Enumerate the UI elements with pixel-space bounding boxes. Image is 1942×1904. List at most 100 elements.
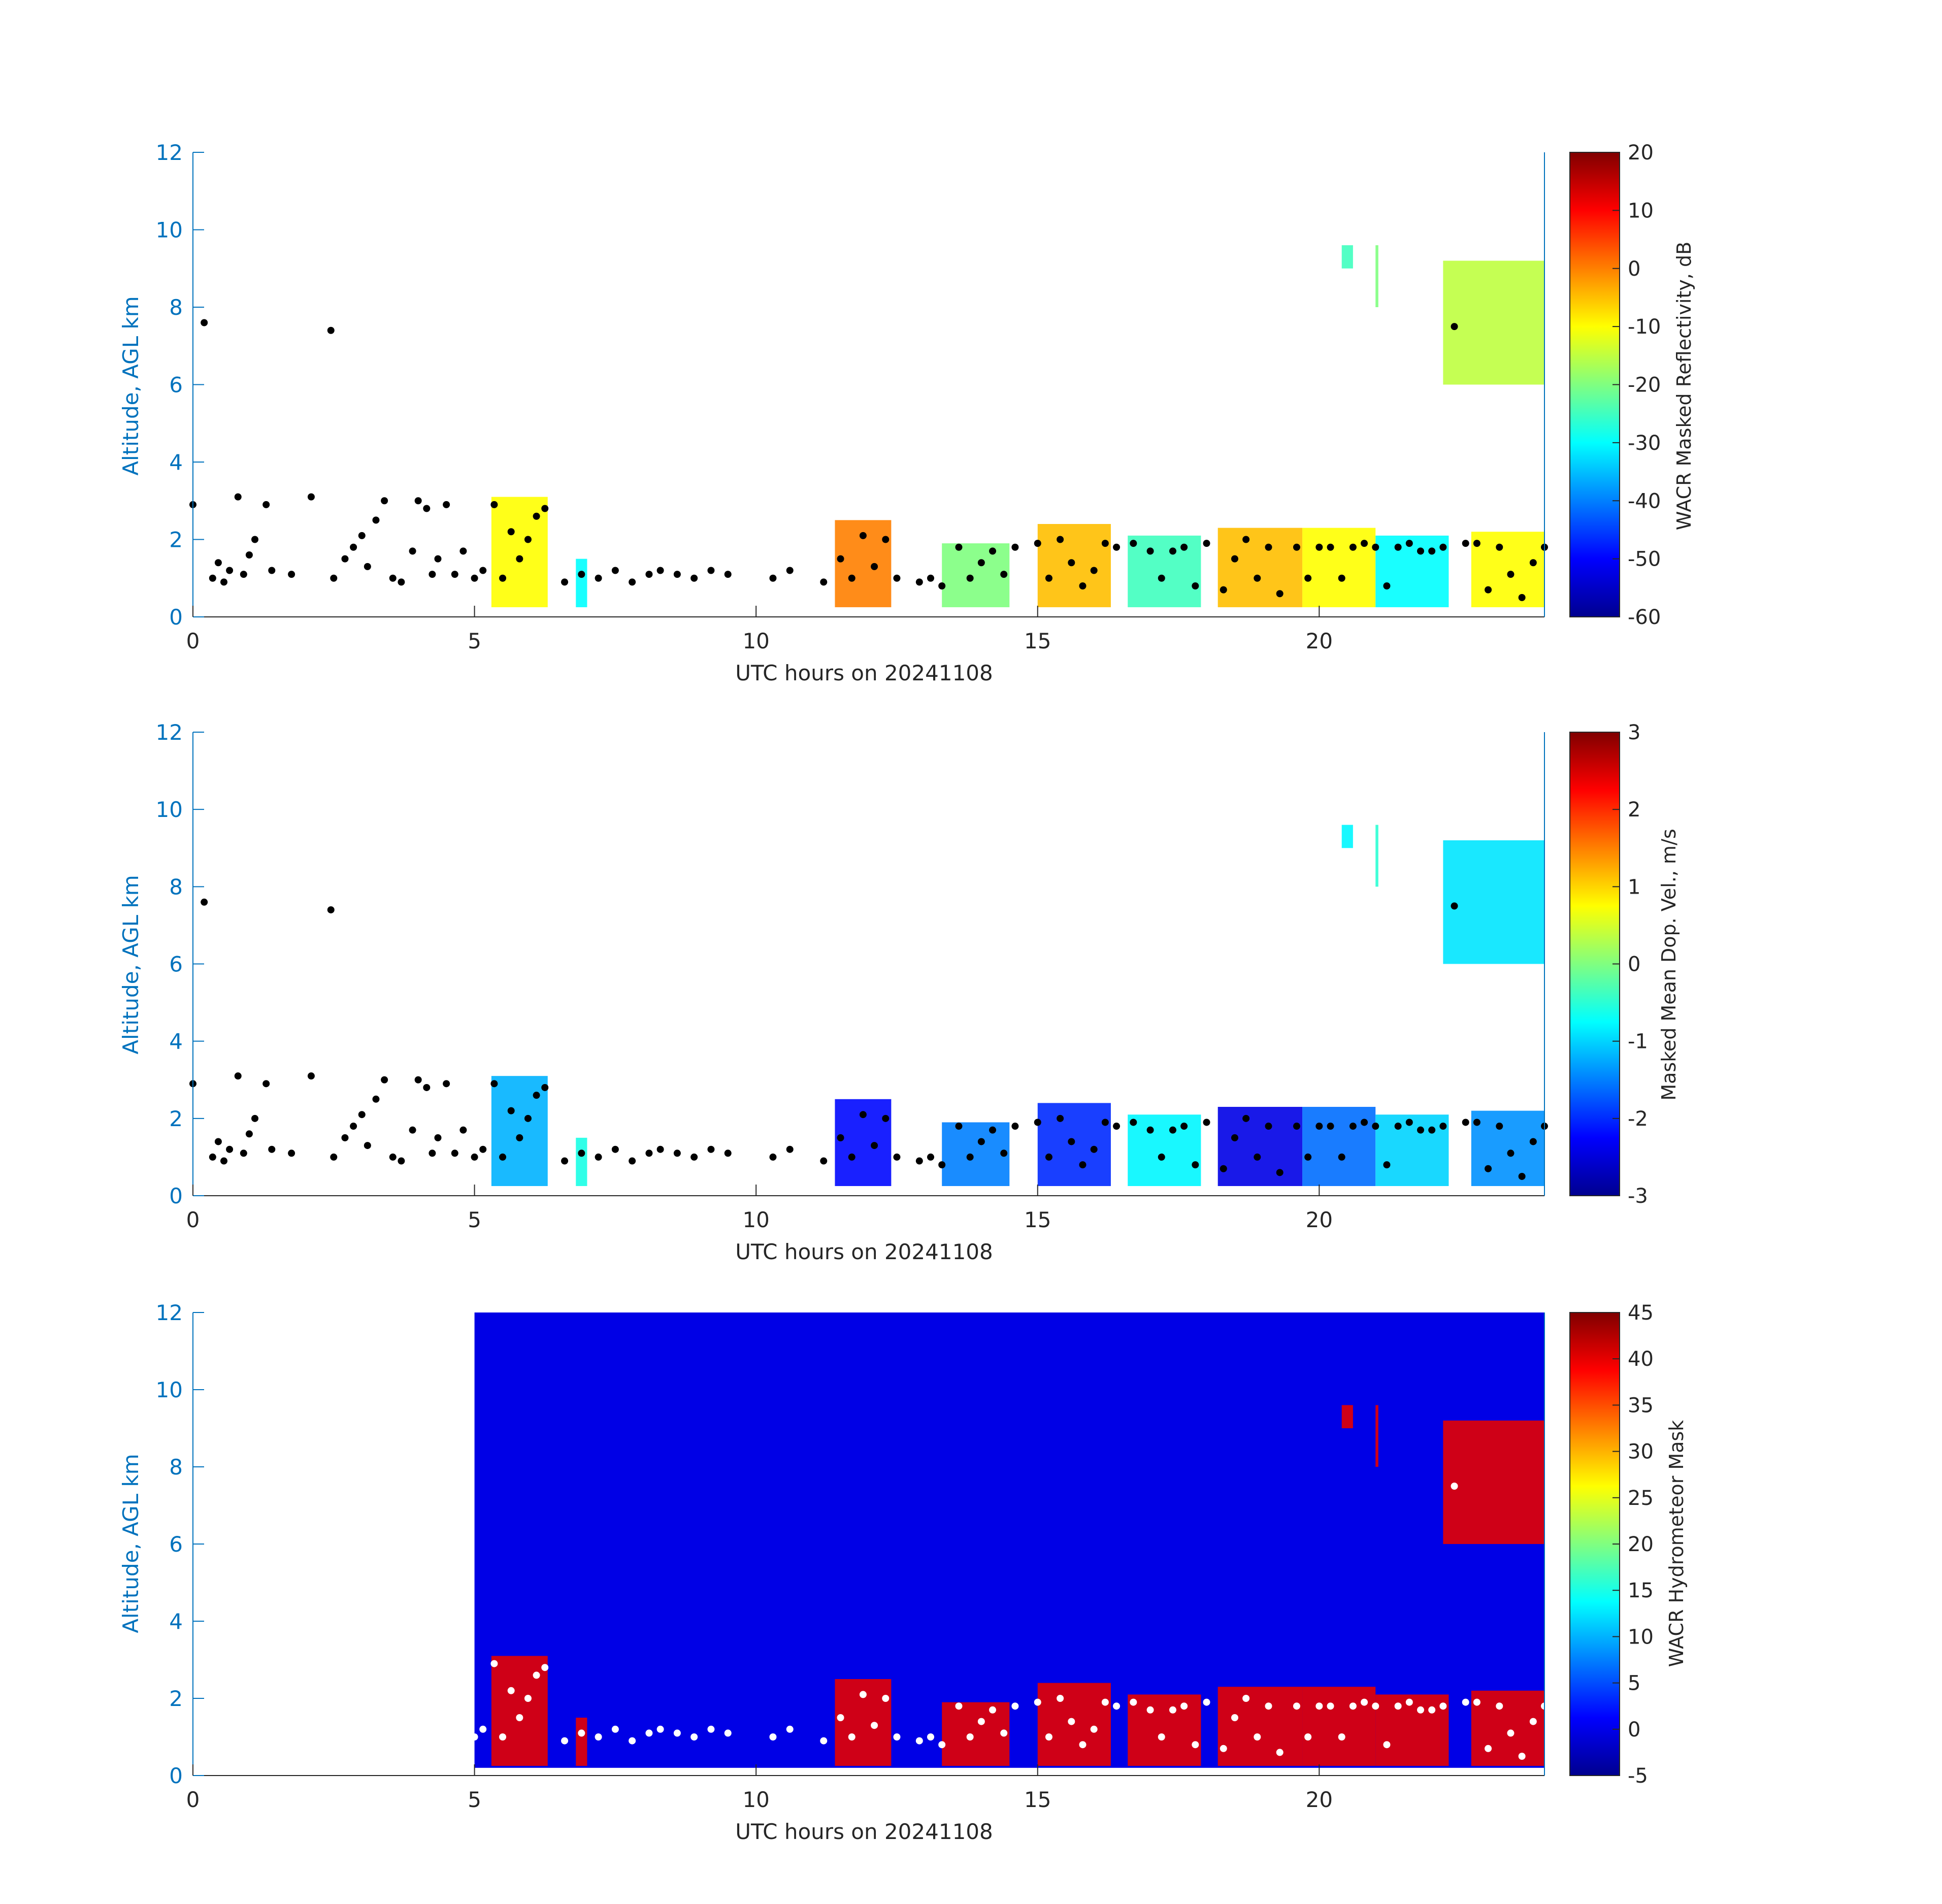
cloud-base-point	[656, 1725, 664, 1733]
cloud-base-point	[1146, 1706, 1154, 1714]
cloud-base-point	[1507, 1729, 1515, 1737]
x-tick-label: 10	[742, 1787, 769, 1812]
cloud-base-point	[1011, 1702, 1019, 1710]
cloud-base-point	[1349, 1123, 1357, 1130]
colorbar-tick-label: 5	[1628, 1672, 1640, 1695]
y-tick-label: 8	[169, 295, 183, 320]
cloud-base-point	[1451, 1483, 1458, 1490]
cloud-base-point	[1349, 543, 1357, 551]
cloud-base-point	[1417, 1126, 1424, 1134]
cloud-base-point	[1327, 1123, 1334, 1130]
cloud-base-point	[595, 1733, 602, 1741]
doppler-velocity-ylabel: Altitude, AGL km	[118, 875, 143, 1054]
cloud-base-point	[1507, 1150, 1515, 1157]
cloud-base-point	[1158, 1153, 1165, 1161]
cloud-base-point	[871, 1142, 878, 1150]
cloud-base-point	[1045, 1733, 1052, 1741]
cloud-base-point	[479, 1145, 487, 1153]
cloud-base-point	[1057, 536, 1064, 543]
cloud-base-point	[1057, 1695, 1064, 1702]
cloud-base-point	[251, 536, 259, 543]
cloud-base-point	[1451, 323, 1458, 331]
cloud-base-point	[1496, 1702, 1503, 1710]
echo-segment	[1443, 260, 1544, 385]
cloud-base-point	[524, 1114, 532, 1122]
cloud-base-point	[1057, 1114, 1064, 1122]
colorbar-tick-label: 40	[1628, 1348, 1654, 1371]
cloud-base-point	[927, 1733, 935, 1741]
cloud-base-point	[1034, 1119, 1041, 1126]
reflectivity-ylabel: Altitude, AGL km	[118, 296, 143, 475]
cloud-base-point	[1405, 540, 1413, 547]
echo-segment	[491, 497, 548, 607]
cloud-base-point	[595, 1153, 602, 1161]
colorbar-tick-label: 30	[1628, 1440, 1654, 1464]
cloud-base-point	[611, 1145, 619, 1153]
cloud-base-point	[893, 1153, 901, 1161]
y-tick-label: 10	[156, 1377, 183, 1402]
cloud-base-point	[1101, 540, 1109, 547]
cloud-base-point	[423, 505, 431, 512]
echo-segment	[1037, 1683, 1111, 1766]
cloud-base-point	[1045, 574, 1052, 582]
cloud-base-point	[1265, 1702, 1272, 1710]
cloud-base-point	[1394, 543, 1402, 551]
cloud-base-point	[1101, 1698, 1109, 1706]
cloud-base-point	[1315, 1702, 1323, 1710]
cloud-base-point	[871, 1722, 878, 1729]
cloud-base-point	[516, 1134, 523, 1141]
cloud-base-point	[341, 1134, 349, 1141]
cloud-base-point	[1338, 574, 1345, 582]
cloud-base-point	[1011, 1123, 1019, 1130]
cloud-base-point	[786, 1725, 794, 1733]
cloud-base-point	[507, 528, 515, 536]
cloud-base-point	[629, 1157, 636, 1165]
cloud-base-point	[398, 578, 405, 586]
echo-segment	[1128, 535, 1201, 607]
colorbar-tick-label: 2	[1628, 798, 1640, 822]
cloud-base-point	[837, 1714, 844, 1721]
cloud-base-point	[1304, 1733, 1312, 1741]
cloud-base-point	[561, 1157, 569, 1165]
cloud-base-point	[358, 532, 366, 539]
cloud-base-point	[201, 319, 208, 326]
x-tick-label: 15	[1024, 1207, 1051, 1232]
cloud-base-point	[1462, 1119, 1469, 1126]
y-tick-label: 12	[156, 1300, 183, 1325]
cloud-base-point	[1276, 590, 1283, 598]
cloud-base-point	[927, 574, 935, 582]
cloud-base-point	[268, 567, 276, 574]
echo-segment	[1217, 1107, 1303, 1186]
cloud-base-point	[1169, 1126, 1176, 1134]
colorbar-tick-label: 0	[1628, 953, 1640, 976]
colorbar-tick-label: -30	[1628, 432, 1661, 455]
echo-segment	[1217, 1687, 1303, 1766]
cloud-base-point	[214, 1138, 222, 1145]
hydrometeor-mask-ylabel: Altitude, AGL km	[118, 1454, 143, 1633]
cloud-base-point	[1203, 1698, 1210, 1706]
cloud-base-point	[938, 1161, 946, 1169]
y-tick-label: 4	[169, 1029, 183, 1054]
cloud-base-point	[786, 1145, 794, 1153]
cloud-base-point	[226, 567, 234, 574]
cloud-base-point	[1146, 1126, 1154, 1134]
cloud-base-point	[1254, 574, 1261, 582]
echo-segment	[1375, 245, 1378, 307]
cloud-base-point	[372, 516, 380, 524]
doppler-velocity-xlabel: UTC hours on 20241108	[735, 1239, 993, 1264]
cloud-base-point	[1231, 1134, 1238, 1141]
colorbar-tick-label: 20	[1628, 1533, 1654, 1556]
echo-segment	[1341, 245, 1353, 269]
colorbar-tick-label: 45	[1628, 1301, 1654, 1325]
colorbar-tick-label: 1	[1628, 875, 1640, 899]
cloud-base-point	[381, 497, 388, 505]
cloud-base-point	[288, 571, 295, 578]
cloud-base-point	[1180, 1123, 1188, 1130]
cloud-base-point	[1011, 543, 1019, 551]
x-tick-label: 20	[1306, 1787, 1333, 1812]
echo-segment	[1471, 532, 1544, 607]
cloud-base-point	[479, 567, 487, 574]
panel-hydrometeor-mask: 0 2 4 6 8 10 12 0 5 10 15 20 45 40 35 30 25 20 15 10 5 0 -5 UT…	[118, 1300, 1688, 1844]
cloud-base-point	[1451, 902, 1458, 910]
